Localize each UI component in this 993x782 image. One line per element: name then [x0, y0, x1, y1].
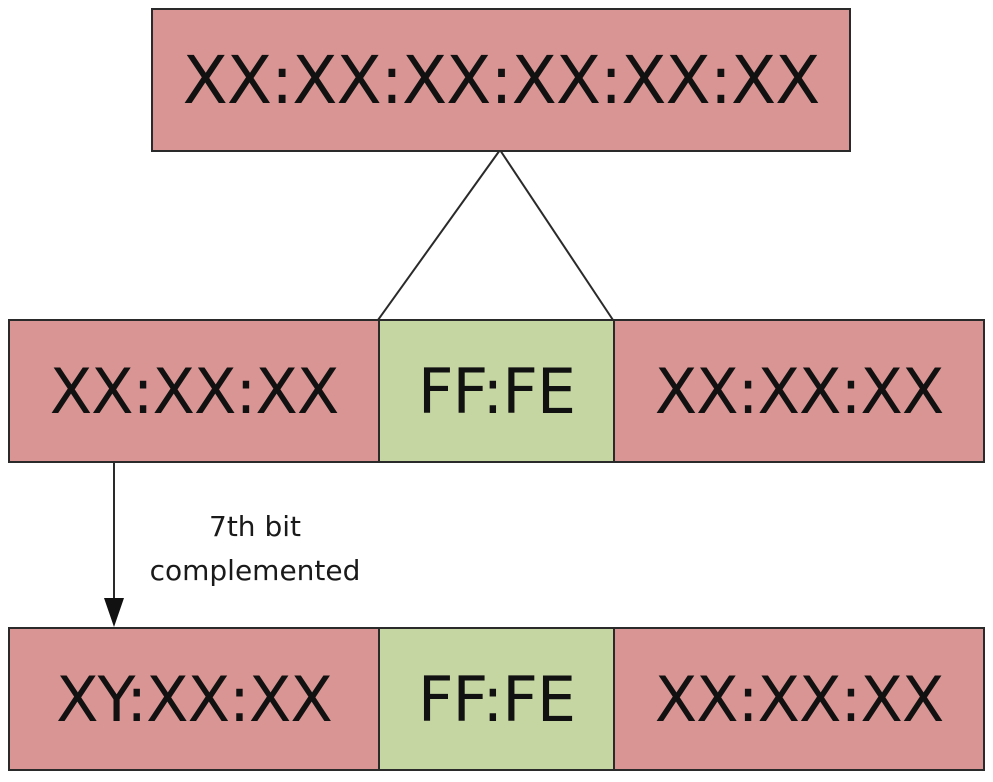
split-fffe-segment: FF:FE	[378, 319, 615, 463]
bit-flip-arrow-head	[104, 598, 124, 627]
result-fffe-segment: FF:FE	[378, 627, 615, 771]
split-line-right	[499, 149, 614, 321]
bit-flip-label-line2: complemented	[149, 554, 361, 587]
split-right-segment: XX:XX:XX	[613, 319, 985, 463]
result-left-segment: XY:XX:XX	[8, 627, 380, 771]
bit-flip-label: 7th bit complemented	[125, 505, 385, 593]
result-right-text: XX:XX:XX	[654, 662, 945, 736]
split-line-left	[377, 149, 501, 321]
split-left-segment: XX:XX:XX	[8, 319, 380, 463]
bit-flip-label-line1: 7th bit	[209, 510, 301, 543]
result-left-text: XY:XX:XX	[56, 662, 333, 736]
mac-address-box: XX:XX:XX:XX:XX:XX	[151, 8, 851, 152]
result-right-segment: XX:XX:XX	[613, 627, 985, 771]
split-fffe-text: FF:FE	[417, 354, 576, 428]
split-left-text: XX:XX:XX	[49, 354, 340, 428]
split-right-text: XX:XX:XX	[654, 354, 945, 428]
result-fffe-text: FF:FE	[417, 662, 576, 736]
mac-address-text: XX:XX:XX:XX:XX:XX	[182, 41, 821, 119]
